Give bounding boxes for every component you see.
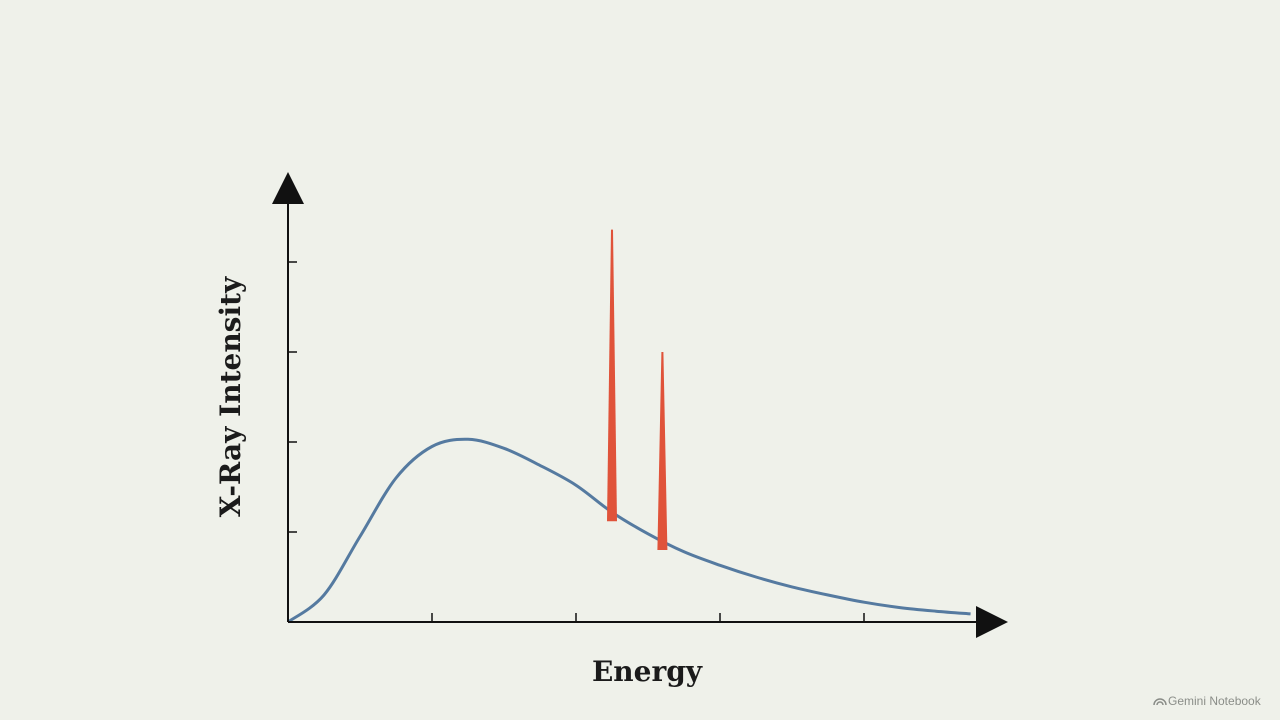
y-axis-arrow — [272, 172, 304, 204]
plot-area — [287, 229, 971, 624]
watermark: Gemini Notebook — [1168, 694, 1262, 708]
x-axis-arrow — [976, 606, 1008, 638]
x-axis-title: Energy — [592, 655, 703, 688]
spectrum-line — [287, 437, 971, 624]
y-axis-title: X-Ray Intensity — [214, 276, 247, 517]
watermark-icon — [1153, 698, 1167, 706]
characteristic-peak — [607, 229, 617, 522]
characteristic-peak — [657, 352, 668, 550]
